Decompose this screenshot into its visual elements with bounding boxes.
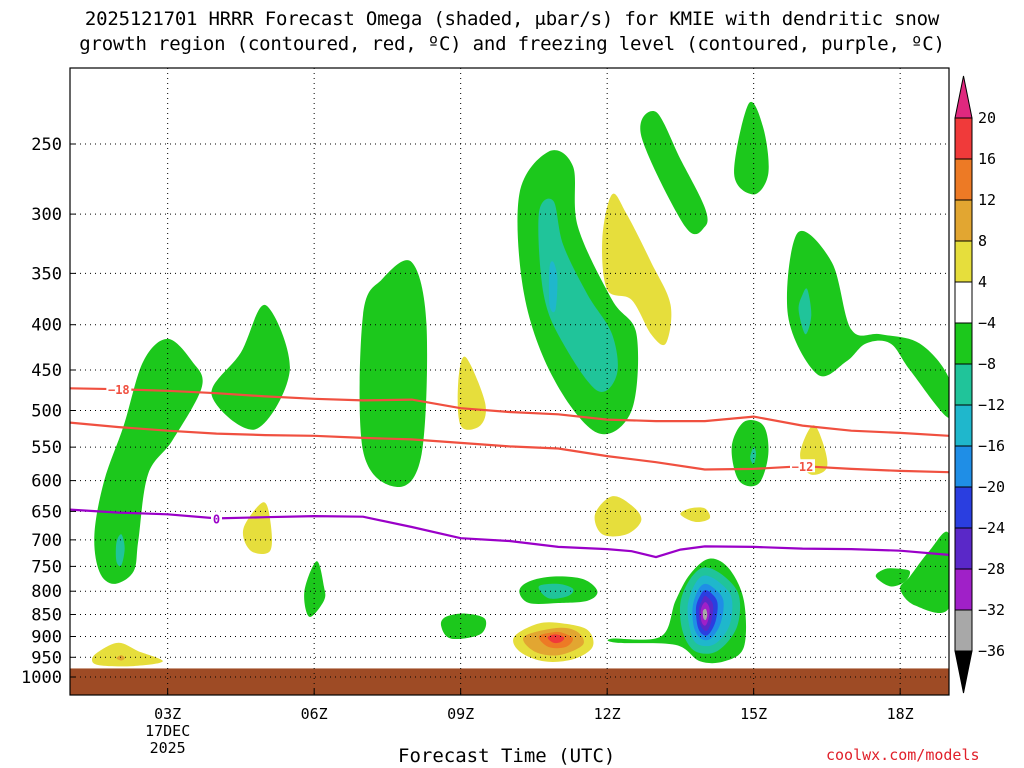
colorbar-label: −28: [978, 560, 1005, 578]
x-tick-label: 03Z: [154, 705, 181, 723]
y-tick-label: 600: [31, 472, 62, 492]
y-tick-label: 550: [31, 438, 62, 458]
y-tick-label: 250: [31, 135, 62, 155]
x-axis-label: Forecast Time (UTC): [398, 745, 616, 767]
contour-label: 0: [213, 512, 220, 526]
y-tick-label: 500: [31, 402, 62, 422]
omega-region-upward-05z: [211, 304, 290, 430]
plot-frame: [69, 67, 950, 696]
omega-region-upward-09z-low: [440, 613, 487, 640]
colorbar-label: 20: [978, 109, 996, 127]
contour-label-bg: [211, 511, 222, 525]
colorbar-band: [954, 609, 973, 652]
colorbar-label: −4: [978, 314, 996, 332]
contour-label: −12: [792, 460, 814, 474]
colorbar-band: [954, 199, 973, 242]
contour-label: −18: [108, 383, 130, 397]
colorbar-band: [954, 322, 973, 365]
omega-shading-layer: [92, 101, 949, 667]
y-tick-label: 400: [31, 316, 62, 336]
omega-region-downward-14z-mid: [680, 507, 711, 523]
omega-region-upward-06z-low: [304, 561, 326, 617]
chart-title-line-2: growth region (contoured, red, ºC) and f…: [79, 33, 945, 55]
colorbar-band: [954, 363, 973, 406]
credit-link[interactable]: coolwx.com/models: [826, 746, 980, 764]
colorbar-label: −32: [978, 601, 1005, 619]
y-axis: 2503003504004505005506006507007508008509…: [21, 135, 76, 688]
colorbar-label: 4: [978, 273, 987, 291]
omega-region-upward-11z-inner: [548, 261, 558, 313]
x-tick-label: 09Z: [447, 705, 474, 723]
y-tick-label: 900: [31, 627, 62, 647]
y-tick-label: 650: [31, 502, 62, 522]
colorbar-label: 8: [978, 232, 987, 250]
ground-fill: [70, 668, 949, 695]
colorbar-top-arrow: [954, 75, 973, 119]
omega-region-downward-02z-low: [92, 642, 163, 667]
omega-region-upward-16z-core: [798, 288, 812, 335]
colorbar-label: −8: [978, 355, 996, 373]
contour-freezing-level-0: [70, 508, 949, 559]
x-tick-label: 12Z: [594, 705, 621, 723]
y-tick-label: 1000: [21, 668, 62, 688]
contour-label-bg: [106, 382, 132, 396]
colorbar-label: −20: [978, 478, 1005, 496]
colorbar-label: −12: [978, 396, 1005, 414]
omega-region-upward-18z-low: [875, 568, 911, 587]
x-tick-label: 18Z: [887, 705, 914, 723]
colorbar-band: [954, 240, 973, 283]
ground-layer: [70, 668, 949, 695]
x-date-label: 2025: [150, 739, 186, 757]
chart-title-line-1: 2025121701 HRRR Forecast Omega (shaded, …: [84, 8, 940, 30]
y-tick-label: 750: [31, 557, 62, 577]
omega-region-upward-15z-top: [734, 101, 769, 195]
x-tick-label: 15Z: [740, 705, 767, 723]
omega-region-upward-15z-mid: [731, 420, 769, 487]
omega-region-downward-09z: [457, 356, 486, 430]
x-date-label: 17DEC: [145, 722, 190, 740]
colorbar: 20 16 12 8 4 −4 −8 −12 −16 −20 −24 −28 −32 −36: [954, 75, 1005, 694]
contour-dgz-top-minus18: [70, 387, 949, 437]
omega-region-upward-left-core: [115, 534, 125, 567]
y-tick-label: 850: [31, 606, 62, 626]
contour-label-bg: [790, 459, 815, 473]
colorbar-band: [954, 568, 973, 611]
y-tick-label: 300: [31, 205, 62, 225]
omega-region-upward-15z-mid-core: [750, 447, 757, 465]
y-tick-label: 950: [31, 648, 62, 668]
colorbar-band: [954, 527, 973, 570]
colorbar-label: −16: [978, 437, 1005, 455]
omega-region-upward-19z-low: [900, 531, 949, 613]
colorbar-label: −36: [978, 642, 1005, 660]
colorbar-band: [954, 117, 973, 160]
colorbar-band: [954, 158, 973, 201]
y-tick-label: 450: [31, 361, 62, 381]
omega-region-upward-08z: [359, 260, 428, 488]
omega-region-upward-16z: [786, 230, 949, 419]
omega-region-upward-11z-low-core: [538, 583, 574, 599]
omega-region-downward-12z-top: [602, 193, 672, 346]
colorbar-band: [954, 281, 973, 324]
colorbar-band: [954, 445, 973, 488]
omega-region-upward-13z-top: [640, 111, 708, 235]
omega-region-downward-02z-low-core: [116, 655, 125, 661]
y-tick-label: 700: [31, 531, 62, 551]
omega-region-downward-05z: [242, 502, 272, 555]
colorbar-band: [954, 404, 973, 447]
colorbar-bottom-arrow: [954, 650, 973, 694]
y-tick-label: 350: [31, 264, 62, 284]
contour-layer: −18 −12 0: [70, 382, 949, 559]
colorbar-band: [954, 486, 973, 529]
omega-region-upward-11z-core: [538, 198, 618, 393]
y-tick-label: 800: [31, 582, 62, 602]
colorbar-label: 12: [978, 191, 996, 209]
x-tick-label: 06Z: [301, 705, 328, 723]
omega-region-downward-12z-mid: [594, 496, 642, 537]
colorbar-label: −24: [978, 519, 1005, 537]
colorbar-label: 16: [978, 150, 996, 168]
omega-region-upward-left: [94, 338, 203, 584]
